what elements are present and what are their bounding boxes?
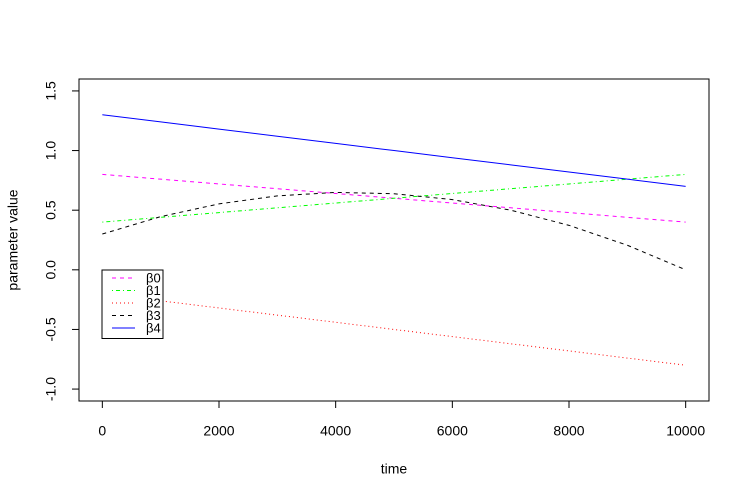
legend-label: β4: [146, 320, 161, 335]
x-tick-label: 0: [98, 423, 106, 439]
legend-label: β0: [146, 270, 161, 285]
series-line: [102, 114, 686, 187]
x-tick-label: 10000: [666, 423, 705, 439]
x-tick-label: 6000: [437, 423, 468, 439]
x-axis-title: time: [381, 461, 408, 477]
plot-box: [78, 78, 710, 402]
legend-label: β2: [146, 295, 161, 310]
y-tick-label: 0.5: [43, 200, 59, 220]
x-tick-label: 2000: [203, 423, 234, 439]
y-tick-label: -1.0: [43, 377, 59, 401]
series-line: [102, 173, 686, 223]
legend-box: [101, 269, 164, 339]
y-tick-label: 1.5: [43, 81, 59, 101]
series-line: [102, 173, 686, 223]
y-axis-title: parameter value: [5, 189, 21, 290]
y-tick-label: -0.5: [43, 317, 59, 341]
series-line: [102, 191, 686, 271]
y-tick-label: 1.0: [43, 141, 59, 161]
y-tick-label: 0.0: [43, 260, 59, 280]
legend-label: β1: [146, 283, 161, 298]
series-line: [102, 293, 686, 366]
legend-label: β3: [146, 308, 161, 323]
x-tick-label: 4000: [320, 423, 351, 439]
x-tick-label: 8000: [553, 423, 584, 439]
